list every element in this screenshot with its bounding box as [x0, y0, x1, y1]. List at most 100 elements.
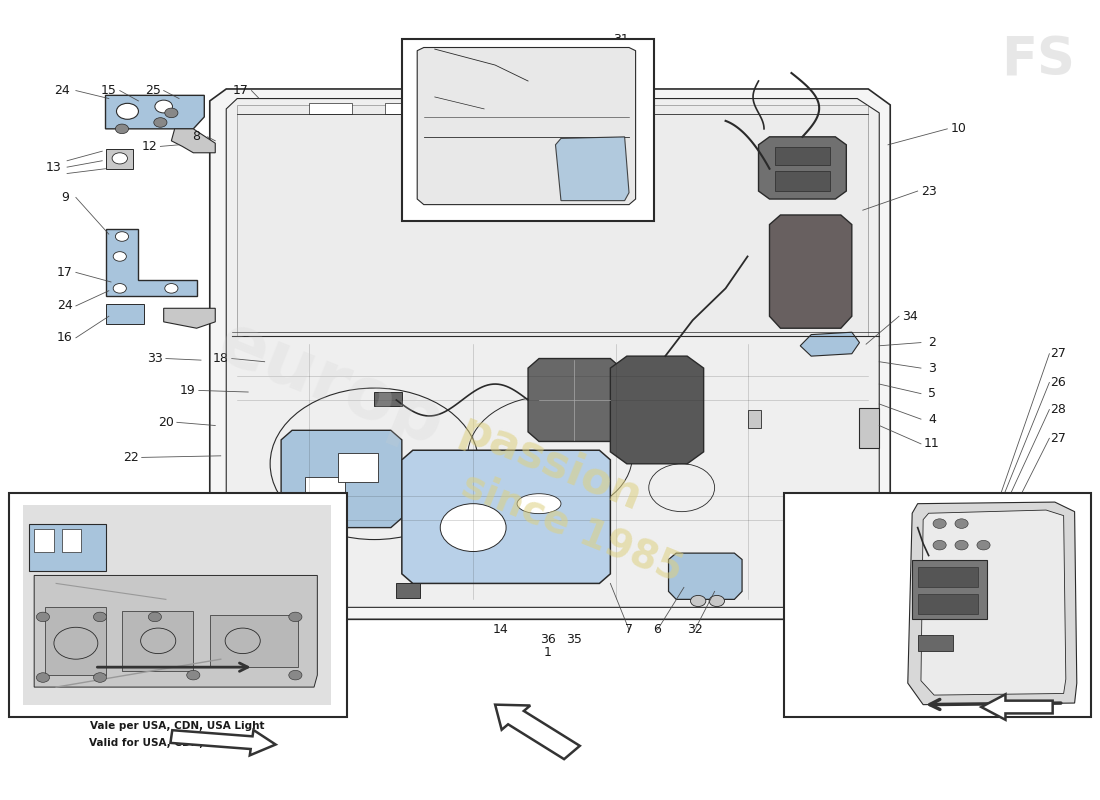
Text: 13: 13	[46, 161, 62, 174]
Circle shape	[113, 283, 127, 293]
Bar	[912, 559, 987, 619]
Circle shape	[154, 118, 167, 127]
Polygon shape	[610, 356, 704, 464]
Polygon shape	[172, 129, 216, 153]
FancyBboxPatch shape	[784, 494, 1091, 717]
Bar	[23, 506, 330, 705]
Polygon shape	[770, 215, 851, 328]
Text: 17: 17	[57, 266, 73, 279]
Text: 18: 18	[212, 352, 229, 365]
Bar	[29, 524, 106, 571]
Polygon shape	[921, 510, 1066, 695]
Bar	[45, 607, 106, 675]
Circle shape	[148, 612, 162, 622]
Text: 3: 3	[928, 362, 936, 374]
Circle shape	[117, 103, 139, 119]
Circle shape	[955, 540, 968, 550]
Circle shape	[933, 540, 946, 550]
Text: 20: 20	[158, 416, 174, 429]
Bar	[917, 567, 978, 587]
Text: 15: 15	[101, 84, 117, 97]
FancyBboxPatch shape	[9, 494, 346, 717]
Text: 36: 36	[540, 633, 556, 646]
Circle shape	[933, 519, 946, 528]
Circle shape	[289, 670, 302, 680]
Text: 7: 7	[625, 623, 632, 636]
Circle shape	[36, 673, 50, 682]
Circle shape	[94, 612, 107, 622]
Text: 33: 33	[147, 352, 163, 365]
Polygon shape	[34, 575, 317, 687]
Text: 35: 35	[566, 633, 582, 646]
Polygon shape	[106, 95, 205, 129]
Polygon shape	[227, 98, 879, 607]
Circle shape	[710, 595, 725, 606]
Bar	[106, 149, 133, 169]
Text: 24: 24	[57, 299, 73, 312]
Circle shape	[165, 108, 178, 118]
Circle shape	[955, 519, 968, 528]
Circle shape	[113, 252, 127, 262]
Polygon shape	[106, 229, 197, 296]
Text: FS: FS	[1001, 34, 1076, 86]
Text: 4: 4	[928, 413, 936, 426]
Polygon shape	[238, 105, 868, 336]
Ellipse shape	[517, 494, 561, 514]
Circle shape	[289, 612, 302, 622]
Polygon shape	[282, 430, 402, 528]
Text: 25: 25	[145, 84, 161, 97]
Bar	[776, 171, 829, 191]
Bar	[605, 102, 649, 114]
Bar	[776, 147, 829, 165]
Bar	[338, 454, 377, 482]
Text: since 1985: since 1985	[455, 466, 688, 590]
Polygon shape	[908, 502, 1077, 705]
Circle shape	[440, 504, 506, 551]
Circle shape	[977, 540, 990, 550]
Text: 21: 21	[619, 154, 635, 167]
Circle shape	[165, 283, 178, 293]
Text: 28: 28	[1050, 403, 1066, 416]
Text: 30: 30	[20, 647, 35, 660]
Bar	[917, 594, 978, 614]
Circle shape	[691, 595, 706, 606]
Bar	[106, 304, 144, 324]
Circle shape	[187, 670, 200, 680]
Text: 19: 19	[180, 384, 196, 397]
Polygon shape	[669, 553, 742, 599]
Bar	[62, 529, 81, 551]
Text: 10: 10	[950, 122, 966, 135]
Text: 9: 9	[60, 191, 69, 204]
Bar	[34, 529, 54, 551]
Text: 32: 32	[688, 623, 703, 636]
Text: 27: 27	[1050, 347, 1066, 360]
Text: 8: 8	[192, 130, 200, 143]
FancyBboxPatch shape	[402, 38, 654, 221]
Polygon shape	[164, 308, 216, 328]
Circle shape	[116, 124, 129, 134]
Bar	[385, 102, 429, 114]
Text: 34: 34	[902, 310, 917, 322]
Text: 11: 11	[924, 438, 939, 450]
Circle shape	[94, 673, 107, 682]
Text: 5: 5	[928, 387, 936, 400]
Polygon shape	[759, 137, 846, 199]
Text: 17: 17	[232, 84, 249, 97]
Circle shape	[155, 100, 173, 113]
Polygon shape	[556, 137, 629, 201]
Text: 26: 26	[1050, 376, 1066, 389]
Circle shape	[36, 612, 50, 622]
Text: 14: 14	[493, 623, 508, 636]
Bar	[122, 611, 194, 671]
Polygon shape	[800, 332, 859, 356]
Bar	[396, 583, 420, 598]
Text: Vale per USA, CDN, USA Light: Vale per USA, CDN, USA Light	[89, 722, 264, 731]
Text: 12: 12	[142, 140, 157, 153]
Bar	[917, 635, 953, 651]
Text: 2: 2	[928, 336, 936, 349]
Circle shape	[112, 153, 128, 164]
Text: passion: passion	[453, 408, 647, 520]
Text: 23: 23	[921, 185, 936, 198]
Text: 29: 29	[20, 498, 35, 512]
Text: 27: 27	[1050, 432, 1066, 445]
